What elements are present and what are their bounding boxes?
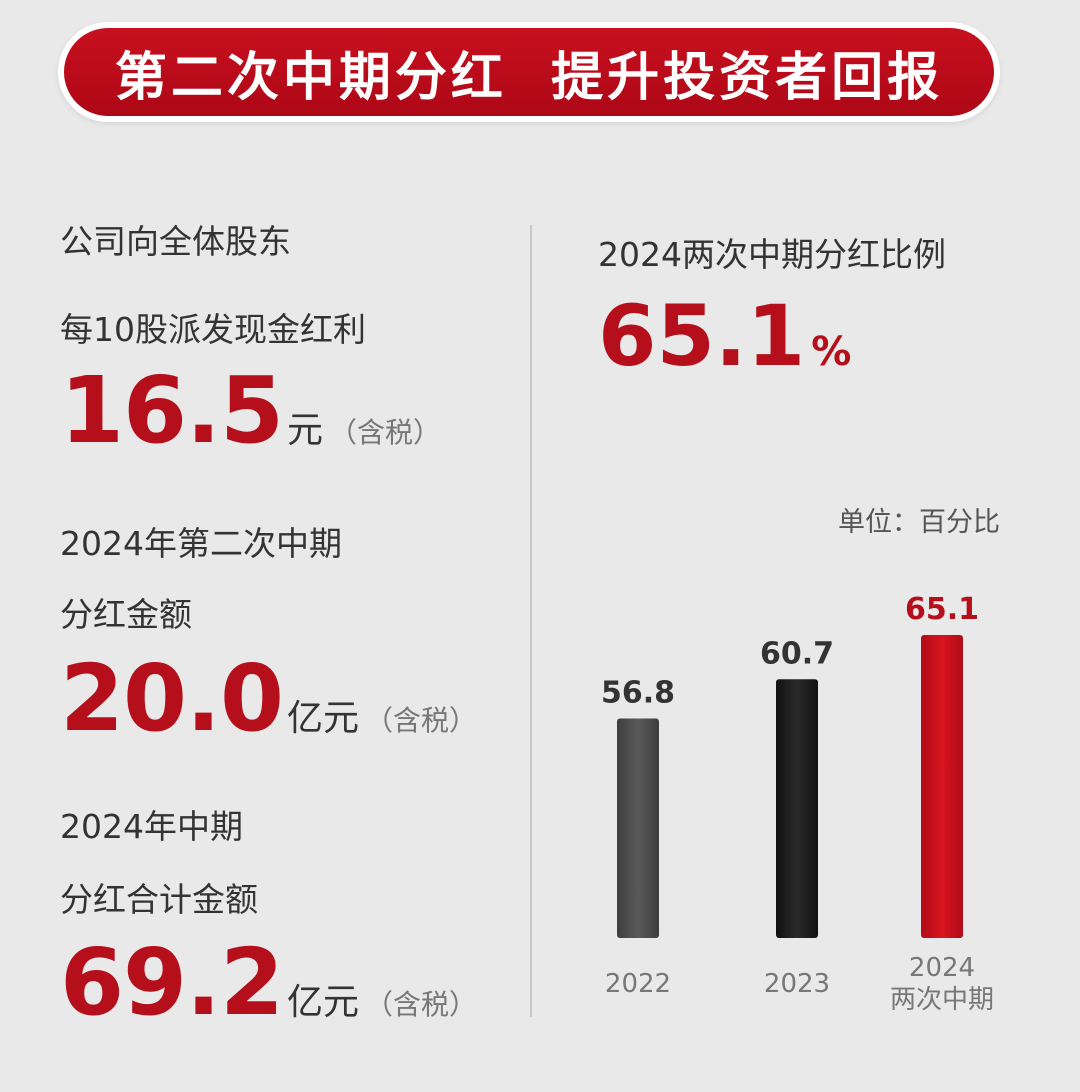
data-label-2023: 60.7 [760,636,834,671]
dividend-per-share-label-line1: 公司向全体股东 [60,222,291,261]
second-interim-dividend-value-row: 20.0 亿元 （含税） [60,653,477,745]
total-interim-dividend-unit: 亿元 [287,982,360,1023]
tick-label-2022: 2022 [605,969,671,999]
column-divider [530,225,532,1017]
bar-2022 [617,718,659,938]
payout-ratio-value: 65.1 [598,287,806,385]
total-interim-dividend-tax-note: （含税） [365,988,478,1021]
bar-2023 [776,679,818,938]
total-interim-dividend-value: 69.2 [60,929,284,1036]
second-interim-dividend-tax-note: （含税） [365,704,478,737]
second-interim-dividend-unit: 亿元 [287,698,360,739]
tick-label-2024-line2: 两次中期 [890,985,994,1015]
title-banner-inner: 第二次中期分红 提升投资者回报 [64,28,994,116]
payout-ratio-percent-sign: % [811,329,852,375]
second-interim-dividend-label-line1: 2024年第二次中期 [60,524,342,563]
payout-ratio-bar-chart: 56.8 2022 60.7 2023 65.1 2024两次中期 [601,592,994,1015]
banner-title: 第二次中期分红 提升投资者回报 [114,47,944,108]
bar-2024 [921,635,963,938]
title-banner: 第二次中期分红 提升投资者回报 [58,22,1000,122]
payout-ratio-row: 65.1 % [598,294,851,378]
payout-ratio-label: 2024两次中期分红比例 [598,235,946,274]
second-interim-dividend-value: 20.0 [60,645,284,752]
dividend-per-share-value: 16.5 [60,357,284,464]
total-interim-dividend-label-line1: 2024年中期 [60,807,243,846]
dividend-per-share-label-line2: 每10股派发现金红利 [60,310,366,349]
chart-unit-note: 单位：百分比 [838,507,1000,538]
dividend-per-share-tax-note: （含税） [329,416,442,449]
data-label-2024: 65.1 [905,592,979,627]
dividend-per-share-unit: 元 [287,410,324,451]
total-interim-dividend-value-row: 69.2 亿元 （含税） [60,937,477,1029]
second-interim-dividend-label-line2: 分红金额 [60,595,192,634]
tick-label-2023: 2023 [764,969,830,999]
dividend-per-share-value-row: 16.5 元 （含税） [60,365,441,457]
total-interim-dividend-label-line2: 分红合计金额 [60,880,258,919]
tick-label-2024: 2024 [909,953,975,983]
data-label-2022: 56.8 [601,676,675,711]
